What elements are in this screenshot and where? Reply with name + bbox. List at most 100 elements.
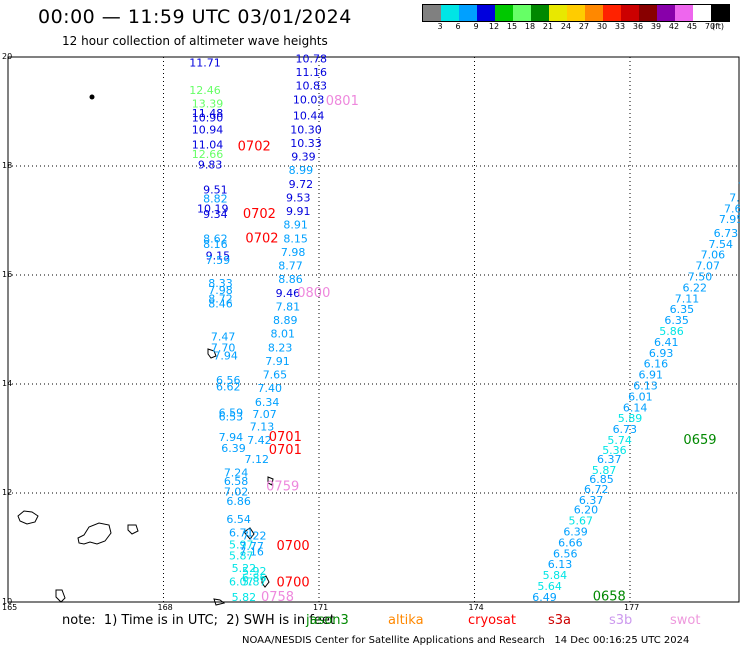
longitude-tick-label: 165 [2, 603, 18, 612]
wave-height-reading: 8.46 [208, 298, 233, 311]
wave-height-reading: 6.73 [613, 423, 638, 436]
wave-height-reading: 8.77 [278, 260, 303, 273]
wave-height-reading: 5.87 [592, 464, 617, 477]
wave-height-reading: 7.24 [224, 467, 249, 480]
wave-height-reading: 6.39 [221, 442, 246, 455]
page-subtitle: 12 hour collection of altimeter wave hei… [62, 34, 328, 48]
color-scale-label: 15 [506, 22, 518, 31]
color-swatch [621, 5, 639, 21]
wave-height-reading: 6.58 [224, 475, 249, 488]
wave-height-reading: 7.81 [276, 300, 301, 313]
wave-height-reading: 11.48 [192, 107, 224, 120]
wave-height-reading: 10.78 [295, 52, 327, 65]
longitude-tick-label: 174 [468, 603, 484, 612]
wave-height-reading: 6.73 [714, 227, 739, 240]
wave-height-reading: 10.33 [290, 137, 322, 150]
wave-height-reading: 9.72 [289, 178, 314, 191]
color-swatch [657, 5, 675, 21]
wave-height-reading: 6.59 [219, 407, 244, 420]
wave-height-reading: 9.39 [291, 151, 316, 164]
color-scale-label: 24 [560, 22, 572, 31]
pass-time-label: 0702 [238, 140, 271, 155]
pass-time-label: 0800 [297, 286, 330, 301]
wave-height-reading: 5.84 [543, 569, 568, 582]
wave-height-reading: 7.2 [738, 181, 740, 194]
color-scale-label: 27 [578, 22, 590, 31]
wave-height-reading: 5.87 [229, 549, 254, 562]
wave-height-reading: 6.54 [226, 513, 251, 526]
color-scale-label: 36 [632, 22, 644, 31]
wave-height-reading: 5.87 [242, 576, 267, 589]
wave-height-reading: 6.39 [563, 526, 588, 539]
color-scale-label: 30 [596, 22, 608, 31]
wave-height-reading: 6.56 [553, 547, 578, 560]
wave-height-reading: 10.03 [293, 93, 325, 106]
wave-height-reading: 7.98 [208, 284, 233, 297]
land-outlines [17, 94, 274, 606]
wave-height-reading: 6.16 [644, 358, 669, 371]
pass-time-label: 0658 [593, 589, 626, 604]
satellite-legend-item: cryosat [468, 613, 516, 628]
wave-height-reading: 7.94 [219, 431, 244, 444]
map-frame [7, 56, 740, 603]
wave-height-reading: 5.97 [229, 539, 254, 552]
color-swatch [567, 5, 585, 21]
color-scale-label: 42 [668, 22, 680, 31]
wave-height-reading: 6.35 [664, 314, 689, 327]
wave-height-reading: 5.67 [569, 515, 594, 528]
wave-height-reading: 9.91 [286, 205, 311, 218]
wave-height-reading: 6.01 [628, 390, 653, 403]
page-title: 00:00 — 11:59 UTC 03/01/2024 [38, 6, 352, 28]
color-scale-label: 33 [614, 22, 626, 31]
wave-height-reading: 10.44 [293, 110, 325, 123]
wave-height-reading: 11.16 [295, 66, 327, 79]
wave-height-reading: 10.30 [290, 123, 322, 136]
wave-height-reading: 10.90 [192, 111, 224, 124]
wave-height-reading: 7.12 [245, 453, 270, 466]
wave-height-reading: 6.14 [623, 401, 648, 414]
wave-height-reading: 6.13 [548, 558, 573, 571]
island-outline [261, 575, 270, 588]
wave-height-reading: 7.02 [729, 191, 740, 204]
wave-height-reading: 6.07 [229, 576, 254, 589]
wave-height-reading: 6.22 [683, 281, 708, 294]
satellite-legend-item: s3b [609, 613, 633, 628]
longitude-tick-label: 171 [313, 603, 329, 612]
wave-height-reading: 8.33 [208, 277, 233, 290]
pass-time-label: 0700 [277, 576, 310, 591]
wave-height-reading: 6.53 [219, 411, 244, 424]
wave-height-reading: 6.66 [558, 536, 583, 549]
wave-height-reading: 8.89 [273, 314, 298, 327]
wave-height-reading: 7.22 [242, 529, 267, 542]
wave-height-reading: 9.51 [203, 183, 228, 196]
wave-height-reading: 5.64 [537, 580, 562, 593]
wave-height-reading: 6.71 [229, 527, 254, 540]
wave-height-reading: 6.37 [597, 453, 622, 466]
wave-height-reading: 6.62 [216, 381, 241, 394]
wave-height-reading: 7.65 [263, 369, 288, 382]
color-swatch [513, 5, 531, 21]
satellite-legend-item: jason3 [306, 613, 349, 628]
latitude-tick-label: 12 [2, 488, 13, 497]
wave-height-reading: 5.89 [618, 412, 643, 425]
wave-height-reading: 10.94 [192, 123, 224, 136]
wave-height-reading: 6.56 [216, 374, 241, 387]
wave-height-reading: 12.66 [192, 148, 224, 161]
island-outline [17, 510, 39, 525]
footer-note: note: 1) Time is in UTC; 2) SWH is in fe… [62, 613, 335, 628]
wave-height-reading: 6.34 [255, 396, 280, 409]
wave-height-reading: 9.34 [203, 208, 228, 221]
wave-height-reading: 8.86 [278, 273, 303, 286]
satellite-legend-item: altika [388, 613, 424, 628]
island-outline [243, 527, 255, 540]
latitude-tick-label: 10 [2, 597, 13, 606]
wave-height-reading: 12.46 [189, 84, 221, 97]
wave-height-reading: 5.74 [607, 434, 632, 447]
island-outline [267, 476, 274, 486]
wave-height-reading: 7.68 [724, 202, 740, 215]
wave-height-reading: 8.72 [208, 292, 233, 305]
pass-time-label: 0701 [269, 443, 302, 458]
color-scale-label: 39 [650, 22, 662, 31]
